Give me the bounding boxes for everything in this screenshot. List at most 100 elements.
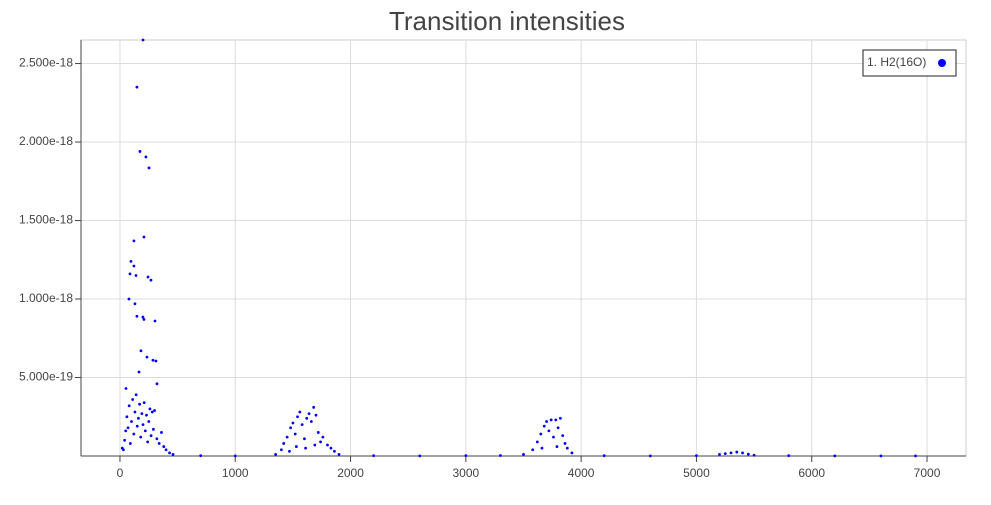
point: [555, 445, 559, 448]
point: [143, 429, 147, 433]
point: [723, 452, 727, 456]
point: [123, 438, 126, 442]
point: [151, 358, 155, 362]
point: [304, 446, 307, 450]
point: [155, 382, 159, 386]
y-tick-label: 2.500e-18: [19, 56, 73, 70]
x-tick-label: 5000: [683, 466, 710, 480]
point: [309, 420, 313, 423]
point: [127, 404, 131, 408]
point: [146, 275, 150, 279]
point: [160, 431, 163, 434]
point: [695, 454, 698, 458]
point: [141, 38, 145, 42]
point: [137, 370, 141, 374]
point: [164, 448, 168, 452]
point: [124, 387, 128, 390]
point: [547, 429, 551, 433]
point: [233, 454, 237, 458]
point: [418, 454, 422, 458]
x-tick-label: 2000: [337, 466, 364, 480]
point: [552, 435, 555, 439]
point: [168, 451, 171, 455]
point: [464, 454, 468, 458]
point: [147, 166, 151, 170]
point: [144, 155, 148, 159]
point: [135, 314, 139, 318]
point: [294, 445, 298, 448]
point: [134, 274, 138, 277]
point: [199, 454, 203, 458]
point: [303, 437, 306, 441]
point: [540, 446, 544, 450]
point: [130, 420, 133, 423]
x-tick-label: 4000: [568, 466, 595, 480]
point: [150, 410, 154, 414]
point: [307, 412, 311, 416]
point: [539, 432, 543, 436]
point: [648, 454, 652, 458]
point: [157, 442, 161, 445]
legend-marker: [938, 59, 946, 67]
point: [300, 423, 304, 427]
point: [329, 446, 333, 450]
point: [554, 418, 558, 422]
point: [746, 452, 750, 456]
point: [162, 445, 166, 448]
point: [134, 393, 138, 397]
point: [570, 451, 574, 455]
point: [139, 349, 143, 353]
point: [319, 440, 322, 444]
point: [314, 413, 318, 417]
point: [120, 446, 124, 450]
point: [561, 434, 565, 437]
chart-title: Transition intensities: [389, 6, 625, 36]
point: [337, 453, 341, 456]
point: [139, 435, 143, 439]
point: [132, 432, 136, 436]
point: [718, 453, 721, 456]
point: [326, 443, 329, 447]
point: [556, 426, 560, 430]
point: [133, 410, 137, 414]
point: [542, 424, 546, 428]
point: [125, 415, 129, 419]
point: [149, 434, 153, 437]
point: [312, 405, 316, 409]
point: [132, 264, 136, 268]
point: [145, 355, 149, 359]
x-tick-label: 0: [117, 466, 124, 480]
y-tick-label: 5.000e-19: [19, 370, 73, 384]
point: [499, 454, 502, 457]
point: [321, 435, 325, 439]
point: [274, 453, 278, 456]
point: [741, 451, 744, 455]
point: [145, 413, 148, 417]
point: [138, 402, 141, 406]
point: [565, 446, 569, 450]
x-tick-label: 6000: [798, 466, 825, 480]
point: [147, 420, 151, 423]
point: [914, 454, 917, 458]
point: [285, 435, 289, 439]
point: [133, 302, 137, 306]
point: [298, 410, 302, 414]
point: [141, 315, 145, 319]
point: [155, 437, 159, 441]
point: [142, 235, 146, 239]
point: [153, 409, 156, 412]
point: [146, 440, 150, 444]
point: [289, 426, 293, 430]
legend-label: 1. H2(16O): [867, 55, 926, 69]
point: [535, 440, 539, 444]
point: [131, 398, 135, 401]
point: [132, 239, 136, 243]
point: [291, 421, 295, 425]
point: [127, 297, 131, 301]
point: [137, 416, 140, 420]
point: [126, 426, 130, 430]
point: [141, 423, 145, 427]
y-tick-label: 1.500e-18: [19, 213, 73, 227]
point: [153, 319, 157, 323]
